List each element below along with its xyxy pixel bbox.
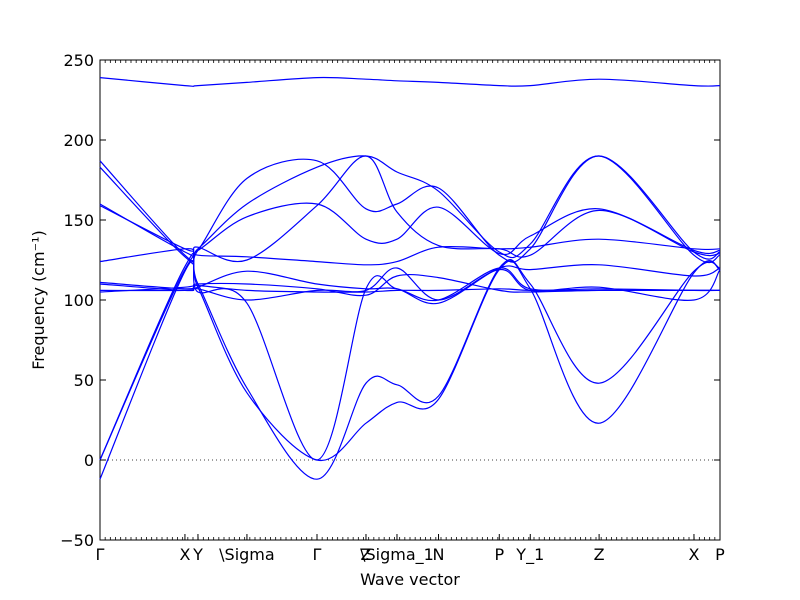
x-tick-label: \Sigma	[219, 545, 275, 564]
band-line-13	[99, 260, 721, 480]
x-axis-label: Wave vector	[360, 570, 460, 589]
x-tick-label: X	[688, 545, 699, 564]
band-line-5	[99, 155, 721, 263]
band-line-6	[99, 238, 721, 266]
band-line-4	[99, 202, 721, 258]
band-line-2	[99, 155, 721, 264]
x-tick-label: Z	[360, 545, 371, 564]
x-tick-label: X	[179, 545, 190, 564]
band-series-group	[99, 76, 721, 480]
x-tick-label: P	[715, 545, 725, 564]
y-tick-label: 200	[63, 131, 94, 150]
x-axis-ticks: Γ X Y \Sigma Γ Z\Sigma_1N P Y_1 Z X P	[96, 60, 725, 565]
x-tick-label: N	[433, 545, 445, 564]
y-tick-label: 250	[63, 51, 94, 70]
plot-area	[99, 59, 721, 541]
band-line-3	[99, 155, 721, 265]
x-tick-label: Γ	[313, 545, 322, 564]
y-tick-label: 150	[63, 211, 94, 230]
x-tick-label: \Sigma_1	[360, 545, 434, 565]
y-tick-label: 0	[84, 451, 94, 470]
plot-frame	[99, 59, 721, 541]
x-tick-label: Y_1	[515, 545, 544, 565]
x-tick-label: Γ	[96, 545, 105, 564]
y-axis-ticks: −50 0 50 100 150 200 250	[60, 51, 720, 550]
band-line-12	[99, 256, 721, 461]
band-line-1	[99, 76, 721, 87]
y-axis-label: Frequency (cm⁻¹)	[29, 230, 48, 369]
x-tick-label: Z	[594, 545, 605, 564]
y-tick-label: 50	[74, 371, 94, 390]
band-line-8	[99, 264, 721, 305]
x-tick-label: Y	[192, 545, 203, 564]
y-tick-label: −50	[60, 531, 94, 550]
band-line-11	[99, 252, 721, 480]
x-tick-label: P	[494, 545, 504, 564]
y-tick-label: 100	[63, 291, 94, 310]
band-line-9	[99, 267, 721, 301]
